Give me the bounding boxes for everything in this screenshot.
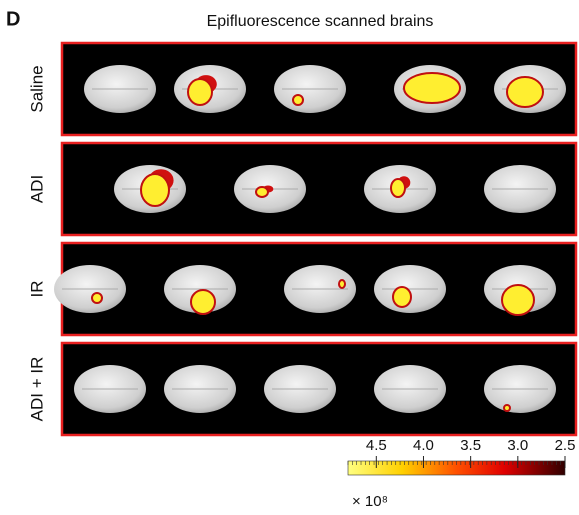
- row-label: ADI + IR: [27, 357, 46, 422]
- colorbar-tick-label: 4.0: [413, 437, 434, 454]
- signal: [403, 72, 461, 104]
- colorbar-tick-label: 4.5: [366, 437, 387, 454]
- colorbar-exponent: × 10⁸: [352, 493, 388, 510]
- row-label: ADI: [27, 175, 46, 203]
- signal: [140, 173, 170, 207]
- colorbar-tick-label: 3.0: [507, 437, 528, 454]
- signal: [255, 186, 269, 198]
- colorbar-tick-label: 3.5: [460, 437, 481, 454]
- signal: [390, 178, 406, 198]
- colorbar-tick-label: 2.5: [555, 437, 576, 454]
- panel-label: D: [6, 8, 20, 30]
- signal: [292, 94, 304, 106]
- signal: [392, 286, 412, 308]
- title: Epifluorescence scanned brains: [207, 13, 434, 30]
- row-label: IR: [27, 281, 46, 298]
- row-label: Saline: [27, 65, 46, 112]
- signal: [190, 289, 216, 315]
- signal: [503, 404, 511, 412]
- signal: [506, 76, 544, 108]
- signal: [187, 78, 213, 106]
- signal: [501, 284, 535, 316]
- signal: [91, 292, 103, 304]
- signal: [338, 279, 346, 289]
